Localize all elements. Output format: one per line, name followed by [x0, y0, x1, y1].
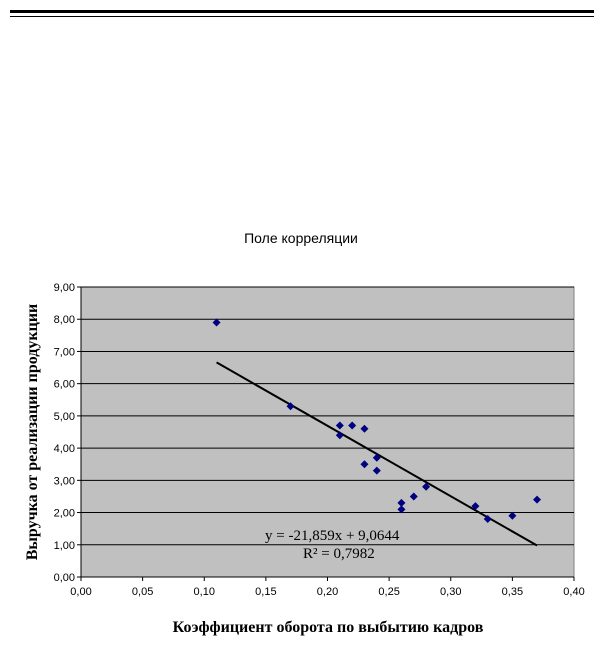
header-rule-thin	[10, 16, 594, 17]
data-point	[212, 318, 221, 327]
x-tick-label: 0,20	[317, 586, 338, 598]
data-point	[348, 421, 357, 430]
plot-area	[80, 286, 575, 578]
data-point	[422, 482, 431, 491]
r-squared-label: R² = 0,7982	[303, 546, 375, 562]
y-tick-label: 6,00	[54, 379, 75, 391]
data-point	[372, 453, 381, 462]
data-point	[409, 492, 418, 501]
x-tick-label: 0,25	[378, 586, 399, 598]
x-tick-label: 0,35	[502, 586, 523, 598]
x-tick-label: 0,15	[255, 586, 276, 598]
y-tick-label: 5,00	[54, 411, 75, 423]
x-axis-label: Коэффициент оборота по выбытию кадров	[173, 619, 484, 636]
x-tick-label: 0,10	[194, 586, 215, 598]
data-point	[483, 515, 492, 523]
x-tick-label: 0,00	[70, 586, 91, 598]
data-point	[360, 424, 369, 433]
y-tick-label: 8,00	[54, 314, 75, 326]
data-point	[372, 466, 381, 475]
data-point	[335, 421, 344, 430]
y-tick-label: 1,00	[54, 540, 75, 552]
y-axis-label: Выручка от реализации продукции	[24, 304, 41, 561]
data-point	[397, 505, 406, 514]
y-tick-label: 2,00	[54, 508, 75, 520]
data-point	[335, 431, 344, 440]
grid-lines	[81, 286, 574, 546]
y-tick-label: 0,00	[54, 572, 75, 584]
data-points	[212, 318, 542, 523]
header-rule-thick	[10, 10, 594, 13]
y-tick-label: 3,00	[54, 475, 75, 487]
trendline-equation: y = -21,859x + 9,0644	[265, 528, 400, 544]
y-tick-label: 9,00	[54, 282, 75, 294]
y-tick-label: 7,00	[54, 346, 75, 358]
data-point	[471, 502, 480, 511]
data-point	[286, 402, 295, 411]
data-point	[397, 498, 406, 507]
y-tick-label: 4,00	[54, 443, 75, 455]
data-point	[508, 511, 517, 520]
y-tick-labels: 0,00 1,00 2,00 3,00 4,00 5,00 6,00 7,00 8,00 9,00	[54, 282, 81, 584]
data-point	[360, 460, 369, 469]
x-tick-label: 0,40	[563, 586, 584, 598]
chart-title: Поле корреляции	[244, 230, 358, 246]
x-tick-label: 0,30	[440, 586, 461, 598]
data-point	[533, 495, 542, 504]
x-tick-label: 0,05	[132, 586, 153, 598]
x-tick-labels: 0,00 0,05 0,10 0,15 0,20 0,25 0,30 0,35 0,40	[70, 577, 585, 598]
